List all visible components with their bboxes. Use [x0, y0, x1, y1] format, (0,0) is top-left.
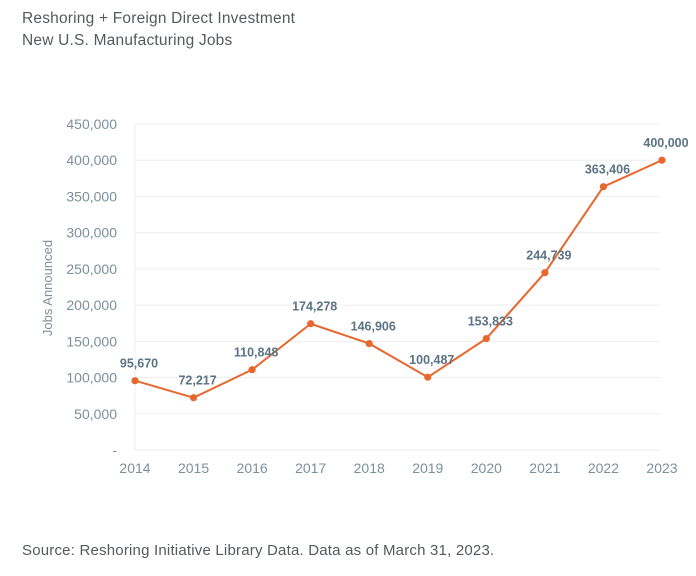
y-tick-label: 200,000 — [66, 297, 117, 313]
data-point — [658, 156, 666, 164]
chart-title-line-2: New U.S. Manufacturing Jobs — [22, 32, 233, 49]
x-tick-label: 2023 — [646, 460, 677, 476]
data-label: 100,487 — [409, 353, 454, 367]
data-point — [599, 183, 608, 191]
x-axis-ticks: 2014 2015 2016 2017 2018 2019 2020 2021 2022 2023 — [119, 460, 677, 476]
data-point — [248, 366, 256, 374]
data-label: 363,406 — [585, 163, 630, 177]
x-tick-label: 2021 — [529, 460, 560, 476]
y-tick-label: 400,000 — [66, 152, 117, 168]
x-tick-label: 2018 — [354, 460, 385, 476]
x-tick-label: 2020 — [471, 460, 502, 476]
data-label: 95,670 — [120, 357, 158, 371]
y-tick-label: 50,000 — [74, 406, 117, 422]
series-line — [134, 159, 663, 399]
chart-title-line-1: Reshoring + Foreign Direct Investment — [22, 10, 296, 27]
data-point — [365, 339, 373, 348]
y-tick-label: 350,000 — [66, 188, 117, 204]
data-label: 153,833 — [468, 315, 513, 329]
y-tick-label: 250,000 — [66, 261, 117, 277]
data-labels: 95,670 72,217 110,848 174,278 146,906 100,487… — [120, 136, 689, 387]
y-tick-label: 100,000 — [66, 370, 117, 386]
y-axis-ticks: - 50,000 100,000 150,000 200,000 250,000 300,0… — [66, 116, 117, 458]
gridlines — [134, 123, 660, 451]
data-points — [131, 156, 666, 402]
x-tick-label: 2022 — [588, 460, 619, 476]
data-label: 72,217 — [178, 374, 216, 388]
x-tick-label: 2017 — [295, 460, 326, 476]
x-tick-label: 2014 — [119, 460, 150, 476]
data-label: 110,848 — [234, 346, 279, 360]
data-point — [131, 377, 139, 385]
x-tick-label: 2016 — [237, 460, 268, 476]
data-point — [307, 320, 315, 328]
data-label: 146,906 — [351, 320, 396, 334]
data-point — [482, 334, 490, 343]
chart-title: Reshoring + Foreign Direct Investment Ne… — [22, 8, 295, 52]
data-point — [541, 269, 549, 277]
y-tick-label: 450,000 — [66, 116, 117, 132]
y-tick-label: 300,000 — [66, 225, 117, 241]
data-label: 174,278 — [292, 300, 337, 314]
data-label: 244,739 — [526, 249, 571, 263]
source-note: Source: Reshoring Initiative Library Dat… — [22, 542, 495, 559]
y-axis-label: Jobs Announced — [40, 240, 55, 336]
x-tick-label: 2019 — [412, 460, 443, 476]
x-tick-label: 2015 — [178, 460, 209, 476]
data-point — [189, 394, 198, 402]
y-tick-label: 150,000 — [66, 333, 117, 349]
data-point — [424, 373, 432, 381]
data-label: 400,000 — [643, 136, 688, 150]
y-tick-label: - — [112, 442, 117, 458]
